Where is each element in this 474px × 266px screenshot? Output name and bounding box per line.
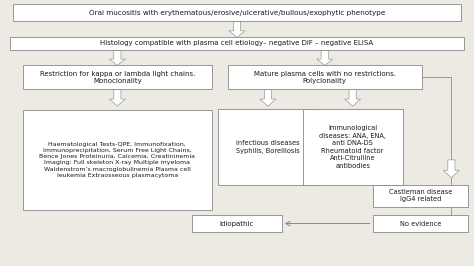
Text: Castleman disease
IgG4 related: Castleman disease IgG4 related: [389, 189, 452, 202]
FancyBboxPatch shape: [192, 215, 282, 232]
FancyBboxPatch shape: [303, 109, 402, 185]
FancyBboxPatch shape: [23, 65, 212, 89]
FancyBboxPatch shape: [218, 109, 318, 185]
FancyBboxPatch shape: [373, 185, 468, 207]
Text: Histology compatible with plasma cell etiology– negative DIF – negative ELISA: Histology compatible with plasma cell et…: [100, 40, 374, 47]
Polygon shape: [109, 89, 125, 106]
Text: Mature plasma cells with no restrictions.
Polyclonality: Mature plasma cells with no restrictions…: [254, 70, 396, 84]
Text: Haematological Tests-QPE, Immunofixation,
Immunoprecipitation, Serum Free Light : Haematological Tests-QPE, Immunofixation…: [39, 142, 195, 178]
Text: No evidence: No evidence: [400, 221, 441, 227]
Text: infectious diseases
Syphilis, Borelliosis: infectious diseases Syphilis, Borelliosi…: [236, 140, 300, 154]
Polygon shape: [260, 89, 276, 106]
Polygon shape: [317, 51, 333, 65]
Text: Restriction for kappa or lambda light chains.
Monoclonality: Restriction for kappa or lambda light ch…: [40, 70, 195, 84]
Text: Immunological
diseases: ANA, ENA,
anti DNA-DS
Rheumatoid factor
Anti-Citrulline
: Immunological diseases: ANA, ENA, anti D…: [319, 125, 386, 169]
Polygon shape: [443, 160, 459, 178]
FancyBboxPatch shape: [9, 36, 465, 51]
FancyBboxPatch shape: [373, 215, 468, 232]
Polygon shape: [345, 89, 361, 106]
Polygon shape: [109, 51, 125, 65]
FancyBboxPatch shape: [23, 110, 212, 210]
FancyBboxPatch shape: [13, 4, 461, 21]
Polygon shape: [229, 22, 245, 38]
FancyBboxPatch shape: [228, 65, 422, 89]
Text: Idiopathic: Idiopathic: [220, 221, 254, 227]
Text: Oral mucositis with erythematous/erosive/ulcerative/bullous/exophytic phenotype: Oral mucositis with erythematous/erosive…: [89, 10, 385, 16]
